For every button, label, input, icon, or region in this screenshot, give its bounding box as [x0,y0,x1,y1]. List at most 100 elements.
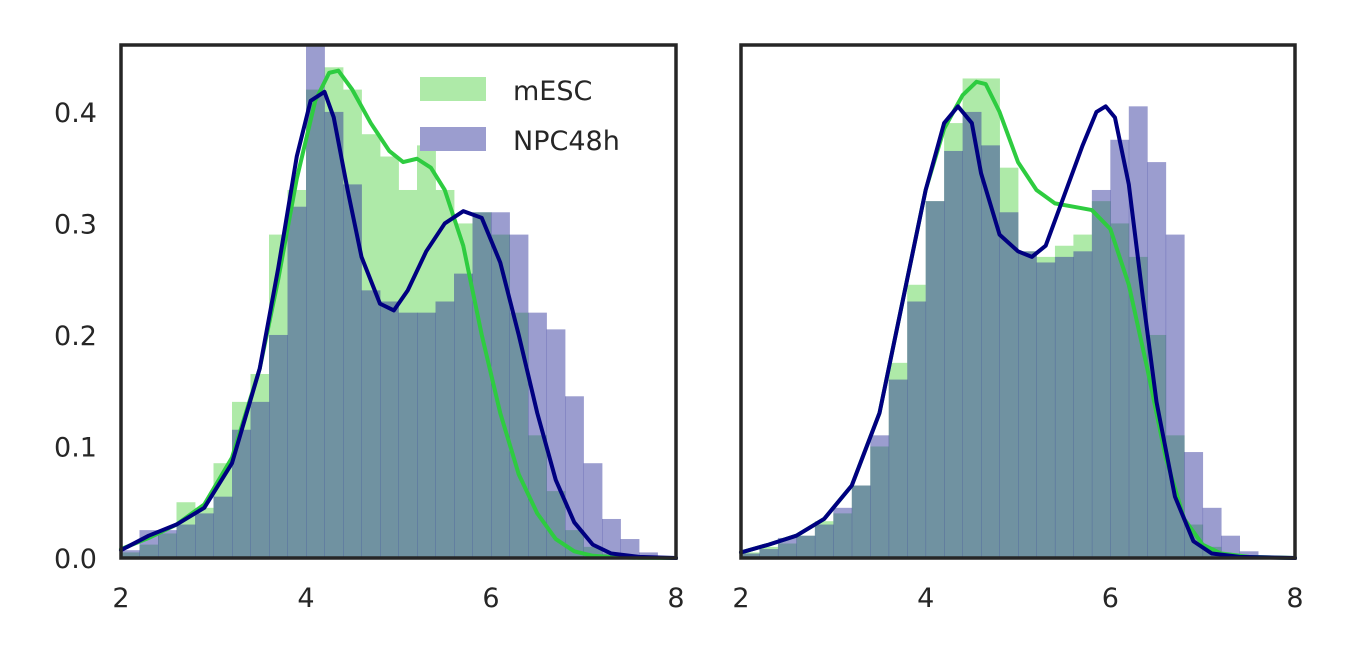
hist-bar-mesc [981,78,1000,559]
hist-bar-npc48h [121,550,140,558]
hist-bar-npc48h [833,507,853,558]
hist-bar-npc48h [565,396,584,558]
hist-bar-mesc [343,89,362,559]
hist-bar-npc48h [759,549,779,558]
hist-bar-mesc [759,546,779,558]
hist-bar-mesc [1128,256,1148,558]
y-tick-label: 0.0 [54,544,97,575]
x-tick-label: 8 [667,583,684,614]
right-x-tick-labels: 2 4 6 8 [732,583,1303,614]
hist-bar-npc48h [176,524,196,558]
hist-bar-mesc [851,485,871,558]
hist-bar-npc48h [491,212,510,558]
hist-bar-mesc [814,521,834,558]
hist-bar-npc48h [398,312,418,558]
hist-bar-mesc [907,284,927,558]
hist-bar-npc48h [306,45,325,558]
hist-bar-mesc [1018,251,1037,558]
hist-bar-mesc [509,312,529,558]
legend-label-mesc: mESC [513,76,592,107]
hist-bar-npc48h [158,530,177,558]
y-tick-label: 0.4 [54,98,97,129]
hist-bar-npc48h [925,201,945,558]
y-tick-label: 0.2 [54,321,97,352]
hist-bar-npc48h [602,518,621,558]
hist-bar-mesc [1054,245,1074,559]
hist-bar-npc48h [232,429,251,558]
hist-bar-mesc [1073,234,1093,558]
hist-bar-mesc [796,535,816,558]
hist-bar-npc48h [269,334,288,558]
kde-line-npc48h [119,89,678,560]
hist-bar-mesc [1091,201,1111,558]
y-tick-label: 0.1 [54,432,97,463]
right-histogram-bars [741,78,1277,559]
hist-bar-npc48h [1018,251,1037,558]
hist-bar-mesc [287,189,307,559]
hist-bar-mesc [741,552,760,558]
hist-bar-npc48h [509,234,529,558]
y-tick-label: 0.3 [54,209,97,240]
hist-bar-npc48h [417,312,436,558]
hist-bar-npc48h [324,111,344,558]
x-tick-label: 6 [482,583,499,614]
hist-bar-mesc [306,89,325,559]
hist-bar-mesc [380,156,399,558]
hist-bar-mesc [269,234,288,558]
hist-bar-npc48h [380,301,399,558]
left-histogram-bars [121,45,677,559]
hist-bar-mesc [777,543,797,558]
hist-bar-mesc [583,546,603,558]
hist-bar-mesc [121,552,140,558]
x-tick-label: 6 [1102,583,1119,614]
hist-bar-npc48h [1239,551,1259,558]
hist-bar-npc48h [472,212,492,558]
legend-swatch-npc48h [420,127,486,151]
hist-bar-npc48h [454,273,473,558]
hist-bar-npc48h [777,537,797,558]
hist-bar-mesc [870,446,890,558]
left-y-tick-labels: 0.0 0.1 0.2 0.3 0.4 [54,98,97,575]
hist-bar-npc48h [1036,262,1056,558]
hist-bar-npc48h [250,401,270,558]
right-plot-frame [739,43,1297,560]
right-kde-lines [739,79,1297,560]
x-tick-label: 4 [917,583,934,614]
hist-bar-mesc [925,201,945,558]
hist-bar-npc48h [999,212,1019,558]
hist-bar-npc48h [1147,162,1167,558]
hist-bar-mesc [361,134,381,558]
hist-bar-npc48h [583,463,603,558]
x-tick-label: 4 [297,583,314,614]
left-kde-lines [119,68,678,560]
hist-bar-npc48h [741,553,760,558]
hist-bar-npc48h [814,524,834,558]
hist-bar-npc48h [343,184,362,558]
hist-bar-mesc [833,513,853,558]
x-tick-label: 8 [1286,583,1303,614]
hist-bar-npc48h [1091,189,1111,559]
hist-bar-mesc [454,223,473,558]
hist-bar-mesc [528,435,547,558]
hist-bar-mesc [195,507,214,558]
hist-bar-npc48h [435,301,455,558]
hist-bar-npc48h [944,150,963,558]
left-panel: 2 4 6 8 0.0 0.1 0.2 0.3 0.4 mESC NPC48h [54,43,685,614]
hist-bar-npc48h [195,513,214,558]
hist-bar-npc48h [1073,251,1093,558]
hist-bar-mesc [491,234,510,558]
legend: mESC NPC48h [420,76,620,157]
hist-bar-npc48h [546,329,566,558]
hist-bar-mesc [417,145,436,558]
x-tick-label: 2 [732,583,749,614]
hist-bar-mesc [139,544,159,558]
hist-bar-mesc [944,123,963,558]
hist-bar-npc48h [981,145,1000,558]
hist-bar-npc48h [851,485,871,558]
hist-bar-npc48h [888,379,908,558]
hist-bar-npc48h [287,206,307,558]
hist-bar-mesc [888,362,908,558]
hist-bar-npc48h [361,290,381,558]
hist-bar-npc48h [213,496,233,558]
legend-swatch-mesc [420,77,486,101]
